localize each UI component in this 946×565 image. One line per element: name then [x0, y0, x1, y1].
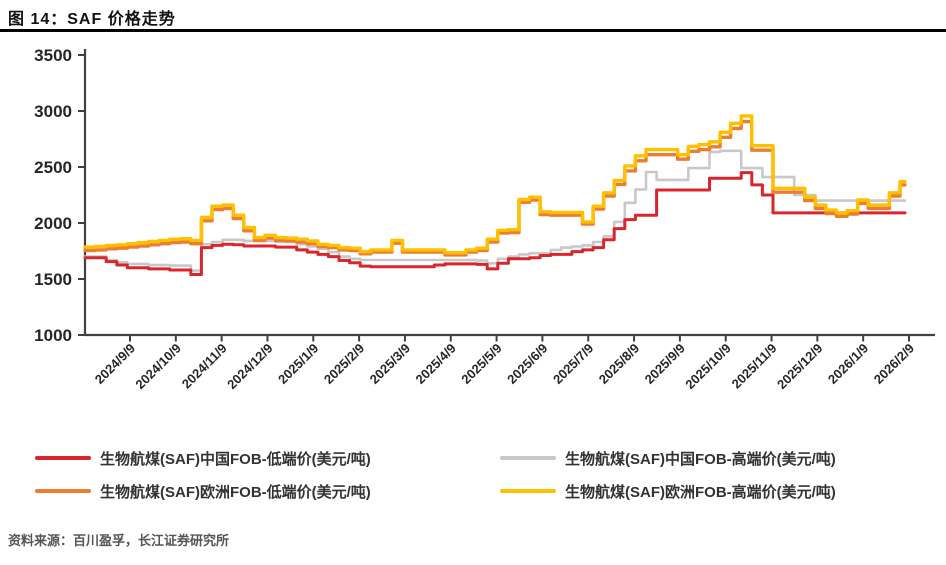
legend-label-china-low: 生物航煤(SAF)中国FOB-低端价(美元/吨) [100, 450, 371, 468]
svg-text:2024/9/9: 2024/9/9 [92, 341, 138, 387]
svg-text:2025/12/9: 2025/12/9 [774, 341, 826, 393]
svg-text:2025/2/9: 2025/2/9 [321, 341, 367, 387]
svg-text:1000: 1000 [34, 326, 72, 345]
chart-legend: 生物航煤(SAF)中国FOB-低端价(美元/吨) 生物航煤(SAF)中国FOB-… [15, 446, 935, 503]
svg-text:2025/6/9: 2025/6/9 [504, 341, 550, 387]
svg-text:2025/4/9: 2025/4/9 [412, 341, 458, 387]
legend-item-europe-low: 生物航煤(SAF)欧洲FOB-低端价(美元/吨) [15, 479, 480, 503]
svg-text:2024/10/9: 2024/10/9 [132, 341, 184, 393]
svg-text:3000: 3000 [34, 102, 72, 121]
legend-swatch-china-low [35, 456, 91, 460]
legend-swatch-europe-low [35, 489, 91, 493]
svg-text:2025/5/9: 2025/5/9 [458, 341, 504, 387]
svg-text:2026/1/9: 2026/1/9 [825, 341, 871, 387]
legend-label-china-high: 生物航煤(SAF)中国FOB-高端价(美元/吨) [565, 450, 836, 468]
svg-text:2025/3/9: 2025/3/9 [367, 341, 413, 387]
legend-label-europe-high: 生物航煤(SAF)欧洲FOB-高端价(美元/吨) [565, 483, 836, 501]
svg-text:1500: 1500 [34, 270, 72, 289]
svg-text:2000: 2000 [34, 214, 72, 233]
legend-label-europe-low: 生物航煤(SAF)欧洲FOB-低端价(美元/吨) [100, 483, 371, 501]
svg-text:2025/9/9: 2025/9/9 [642, 341, 688, 387]
figure-title: 图 14：SAF 价格走势 [8, 11, 176, 28]
svg-text:2025/10/9: 2025/10/9 [682, 341, 734, 393]
title-divider [0, 29, 946, 32]
legend-swatch-china-high [500, 456, 556, 460]
source-note: 资料来源：百川盈孚，长江证券研究所 [8, 533, 230, 548]
legend-swatch-europe-high [500, 489, 556, 493]
svg-text:2500: 2500 [34, 158, 72, 177]
svg-text:3500: 3500 [34, 46, 72, 65]
svg-text:2024/12/9: 2024/12/9 [224, 341, 276, 393]
svg-text:2024/11/9: 2024/11/9 [179, 341, 230, 392]
legend-item-europe-high: 生物航煤(SAF)欧洲FOB-高端价(美元/吨) [480, 479, 935, 503]
svg-text:2025/1/9: 2025/1/9 [275, 341, 321, 387]
svg-text:2025/11/9: 2025/11/9 [729, 341, 780, 392]
svg-text:2025/8/9: 2025/8/9 [596, 341, 642, 387]
legend-item-china-high: 生物航煤(SAF)中国FOB-高端价(美元/吨) [480, 446, 935, 470]
svg-text:2026/2/9: 2026/2/9 [871, 341, 917, 387]
svg-text:2025/7/9: 2025/7/9 [550, 341, 596, 387]
legend-item-china-low: 生物航煤(SAF)中国FOB-低端价(美元/吨) [15, 446, 480, 470]
